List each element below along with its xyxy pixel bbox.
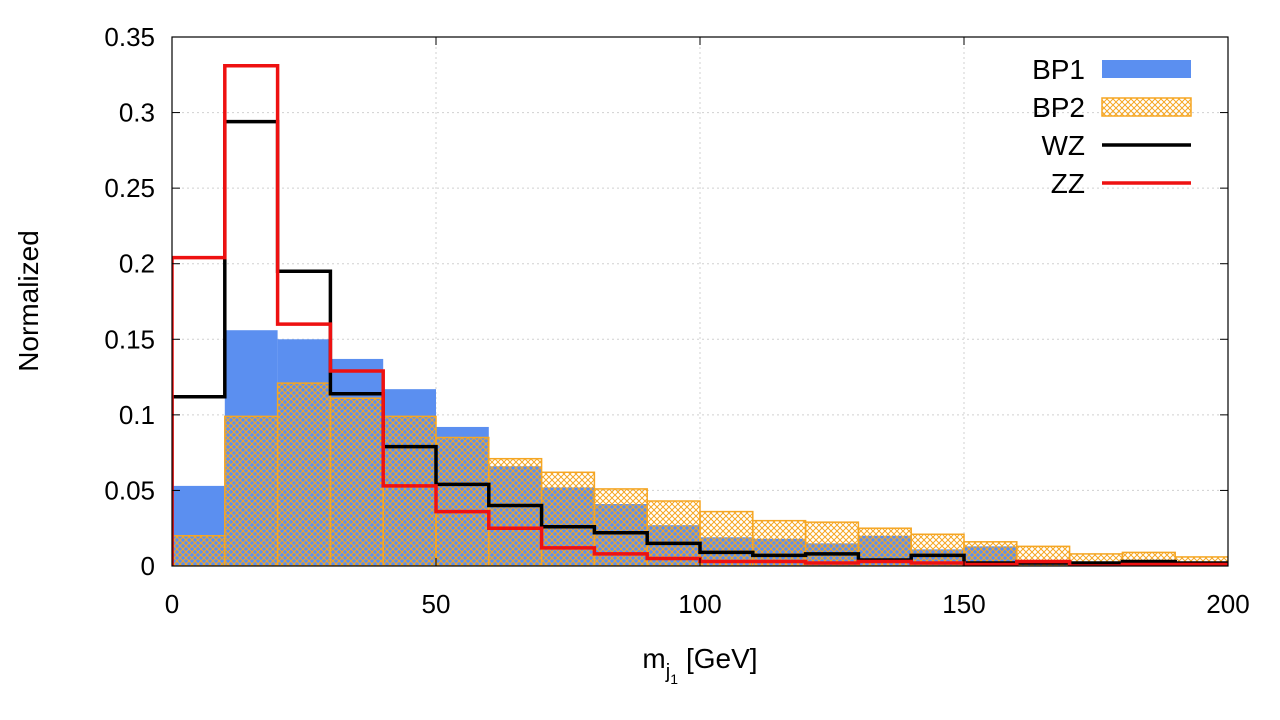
y-tick-label: 0	[141, 551, 155, 581]
x-tick-label: 200	[1206, 589, 1249, 619]
x-axis-title: mj1 [GeV]	[642, 643, 757, 687]
x-axis-title-sub: j	[665, 661, 670, 683]
bp2-bar	[382, 415, 437, 566]
y-tick-label: 0.35	[104, 22, 155, 52]
bp2-bar	[224, 415, 279, 566]
bp2-bar	[699, 510, 754, 566]
legend-swatch-bp2	[1101, 97, 1192, 117]
zz-step-line	[172, 63, 1228, 566]
y-tick-label: 0.05	[104, 475, 155, 505]
y-axis-title: Normalized	[13, 230, 44, 372]
bp2-bar	[329, 397, 384, 566]
legend-label-bp2: BP2	[1032, 92, 1085, 123]
x-axis-title-main: m	[642, 643, 665, 674]
y-tick-label: 0.2	[119, 249, 155, 279]
x-tick-label: 50	[422, 589, 451, 619]
legend-swatch-bp1	[1102, 60, 1191, 78]
y-tick-label: 0.15	[104, 324, 155, 354]
x-axis-title-unit: [GeV]	[686, 643, 758, 674]
legend-label-wz: WZ	[1041, 130, 1085, 161]
bp2-bar	[172, 535, 226, 566]
plot-area	[172, 63, 1228, 566]
bp2-bar	[435, 436, 490, 566]
legend: BP1 BP2 WZ ZZ	[1032, 54, 1192, 199]
bp2-bar	[540, 471, 596, 566]
bp2-bar	[488, 457, 543, 566]
y-tick-label: 0.1	[119, 400, 155, 430]
bp2-bar	[646, 500, 701, 566]
y-tick-label: 0.3	[119, 98, 155, 128]
y-tick-label: 0.25	[104, 173, 155, 203]
bp2-bar	[804, 521, 860, 566]
bp2-bar	[910, 533, 965, 566]
x-axis-title-subsub: 1	[670, 671, 678, 687]
bp2-bar	[276, 382, 332, 566]
legend-label-bp1: BP1	[1032, 54, 1085, 85]
legend-label-zz: ZZ	[1051, 168, 1085, 199]
x-tick-label: 0	[165, 589, 179, 619]
bp2-bar	[752, 519, 807, 566]
x-tick-label: 150	[942, 589, 985, 619]
x-tick-label: 100	[678, 589, 721, 619]
axis-ticks: 0 50 100 150 200 0 0.05 0.1 0.15 0.2 0.25 0.3 0.35	[104, 22, 1249, 619]
